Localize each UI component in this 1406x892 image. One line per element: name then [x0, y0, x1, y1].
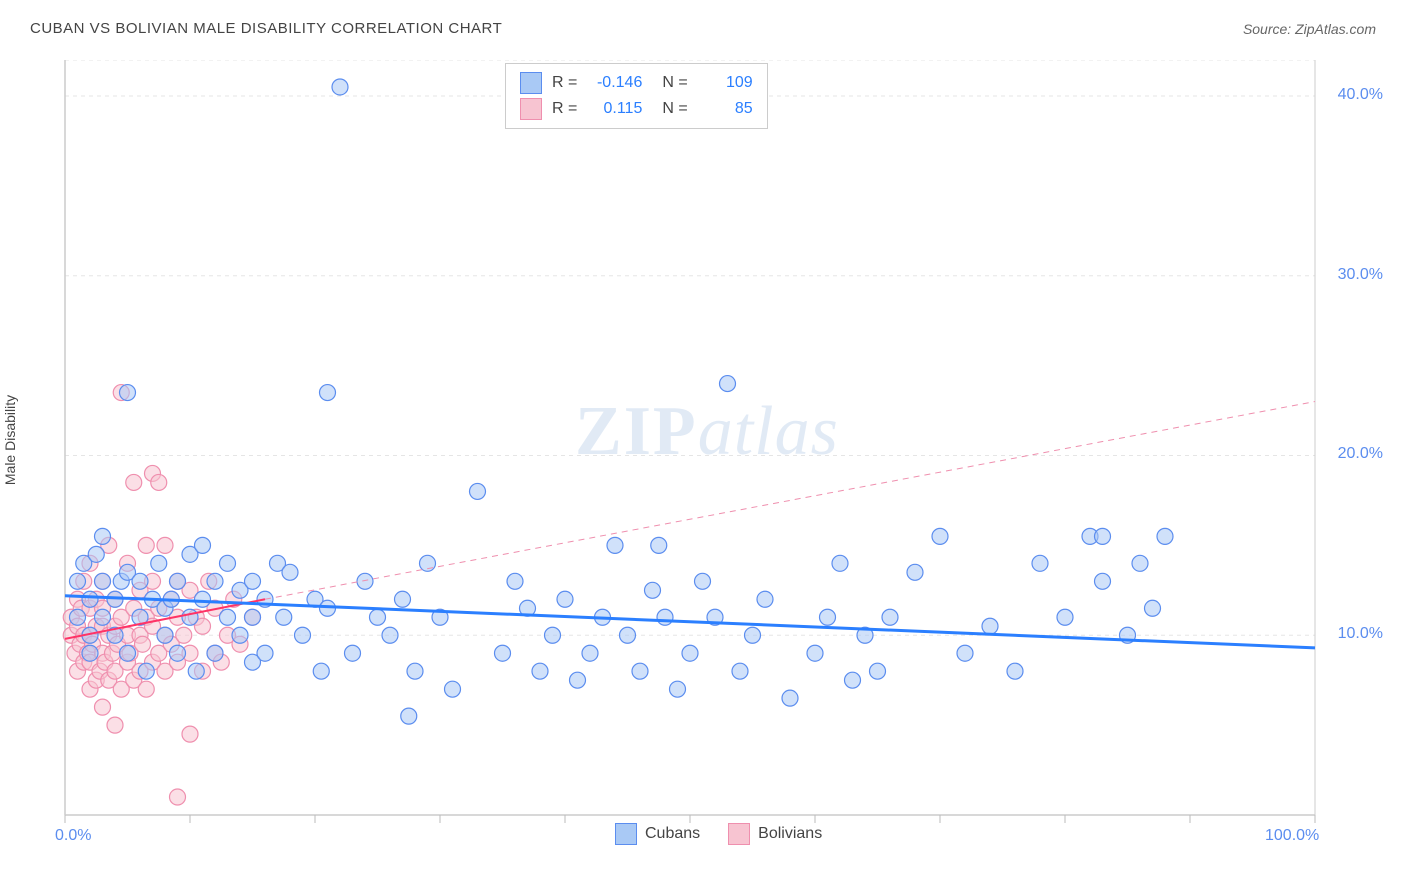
chart-title: CUBAN VS BOLIVIAN MALE DISABILITY CORREL…	[30, 20, 502, 37]
legend-item-bolivians: Bolivians	[728, 823, 822, 845]
y-tick-label: 40.0%	[1338, 86, 1383, 104]
y-tick-label: 10.0%	[1338, 625, 1383, 643]
swatch-bolivians	[520, 98, 542, 120]
plot-svg	[55, 60, 1385, 850]
n-value-cubans: 109	[698, 74, 753, 92]
stats-row-bolivians: R = 0.115 N = 85	[520, 96, 753, 122]
legend-label-bolivians: Bolivians	[758, 825, 822, 843]
y-tick-label: 30.0%	[1338, 266, 1383, 284]
source-attribution: Source: ZipAtlas.com	[1243, 21, 1376, 37]
series-legend: Cubans Bolivians	[615, 823, 822, 845]
stats-row-cubans: R = -0.146 N = 109	[520, 70, 753, 96]
legend-label-cubans: Cubans	[645, 825, 700, 843]
x-tick-label: 100.0%	[1265, 827, 1319, 845]
x-tick-label: 0.0%	[55, 827, 91, 845]
legend-item-cubans: Cubans	[615, 823, 700, 845]
correlation-stats-box: R = -0.146 N = 109 R = 0.115 N = 85	[505, 63, 768, 129]
r-value-cubans: -0.146	[587, 74, 642, 92]
y-axis-label: Male Disability	[2, 395, 18, 485]
y-tick-label: 20.0%	[1338, 445, 1383, 463]
swatch-cubans	[615, 823, 637, 845]
r-label: R =	[552, 100, 577, 118]
scatter-plot: ZIPatlas R = -0.146 N = 109 R = 0.115 N …	[55, 60, 1385, 850]
n-value-bolivians: 85	[698, 100, 753, 118]
swatch-bolivians	[728, 823, 750, 845]
r-value-bolivians: 0.115	[587, 100, 642, 118]
n-label: N =	[662, 100, 687, 118]
swatch-cubans	[520, 72, 542, 94]
n-label: N =	[662, 74, 687, 92]
r-label: R =	[552, 74, 577, 92]
